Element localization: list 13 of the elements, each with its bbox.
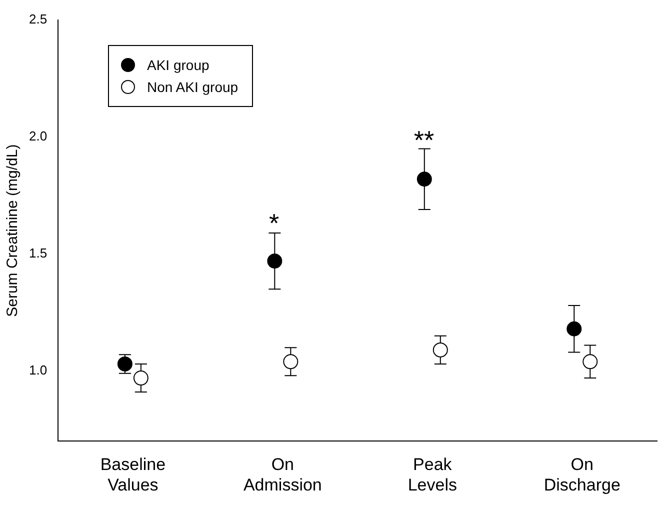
x-tick-label: On Admission xyxy=(243,455,322,494)
y-tick-label: 1.5 xyxy=(28,246,48,261)
y-axis-title: Serum Creatinine (mg/dL) xyxy=(4,144,22,317)
x-tick-label: Baseline Values xyxy=(100,455,166,494)
y-tick-label: 2.0 xyxy=(28,128,48,144)
y-tick-label: 2.5 xyxy=(28,12,48,27)
annotation: ** xyxy=(412,125,436,155)
y-tick-label: 1.0 xyxy=(28,362,48,378)
x-tick-label: On Discharge xyxy=(544,455,620,494)
legend-label: Non AKI group xyxy=(147,78,238,97)
legend-label: AKI group xyxy=(147,56,210,75)
x-tick-label: Peak Levels xyxy=(408,455,457,494)
annotation: * xyxy=(268,208,280,238)
